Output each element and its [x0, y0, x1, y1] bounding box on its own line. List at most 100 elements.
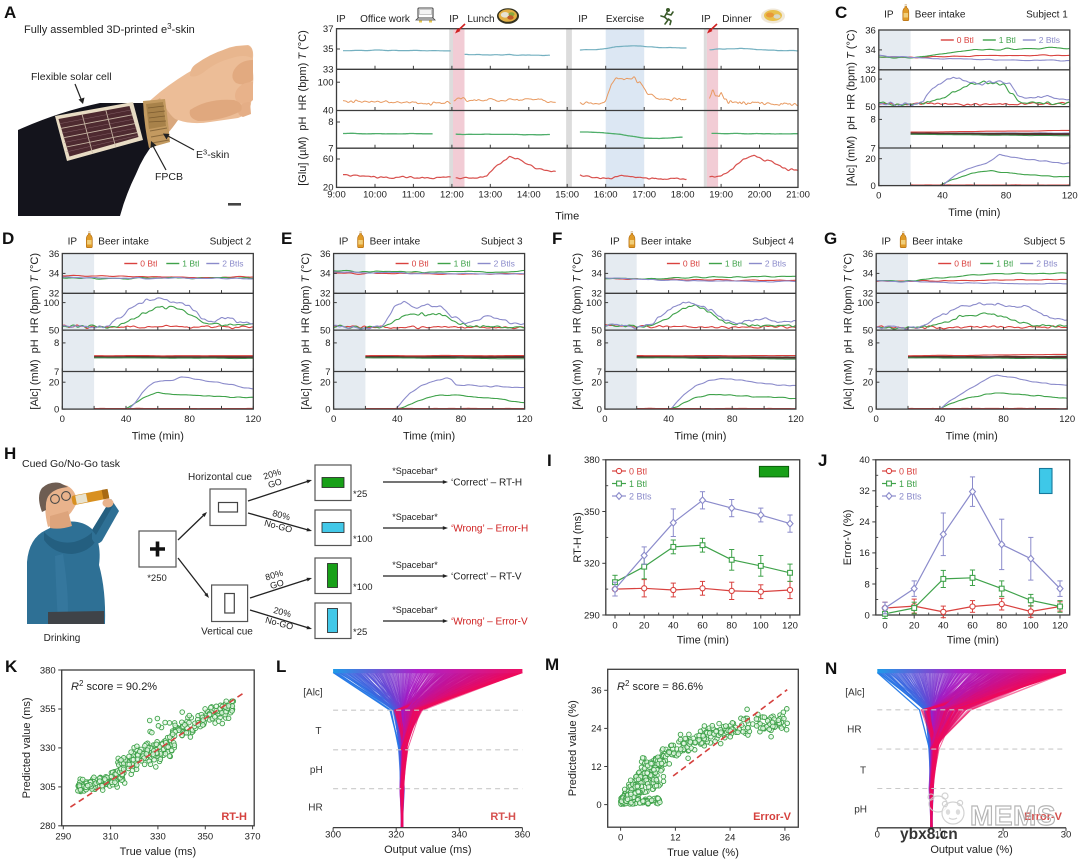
- svg-text:17:00: 17:00: [632, 190, 656, 201]
- svg-text:50: 50: [865, 102, 876, 113]
- svg-text:Beer intake: Beer intake: [370, 237, 421, 248]
- svg-text:380: 380: [40, 665, 56, 676]
- svg-text:36: 36: [591, 249, 602, 260]
- svg-text:Lunch: Lunch: [467, 14, 494, 25]
- svg-text:Time (min): Time (min): [946, 431, 998, 443]
- svg-text:0: 0: [875, 829, 880, 840]
- svg-text:M: M: [545, 655, 559, 674]
- svg-text:*25: *25: [353, 489, 367, 500]
- svg-text:IP: IP: [884, 10, 894, 21]
- svg-text:7: 7: [871, 143, 876, 154]
- svg-text:Time: Time: [555, 211, 579, 223]
- svg-text:G: G: [824, 229, 837, 248]
- svg-text:14:00: 14:00: [517, 190, 541, 201]
- svg-text:15:00: 15:00: [555, 190, 579, 201]
- svg-text:Time (min): Time (min): [674, 431, 726, 443]
- svg-text:1 Btl: 1 Btl: [629, 479, 647, 489]
- svg-text:40: 40: [663, 414, 674, 425]
- svg-text:120: 120: [1059, 414, 1075, 425]
- svg-text:24: 24: [725, 833, 736, 844]
- svg-text:120: 120: [1062, 191, 1078, 202]
- svg-text:J: J: [818, 451, 827, 470]
- svg-text:19:00: 19:00: [709, 190, 733, 201]
- svg-text:Subject 5: Subject 5: [1023, 237, 1065, 248]
- svg-text:36: 36: [320, 249, 331, 260]
- svg-text:0: 0: [882, 621, 887, 632]
- svg-text:IP: IP: [578, 14, 588, 25]
- svg-text:1 Btl: 1 Btl: [899, 479, 917, 489]
- svg-text:N: N: [825, 659, 837, 678]
- svg-text:*100: *100: [353, 582, 373, 593]
- svg-text:120: 120: [788, 414, 804, 425]
- svg-text:Beer intake: Beer intake: [641, 237, 692, 248]
- svg-text:80: 80: [726, 621, 737, 632]
- svg-text:0: 0: [60, 414, 65, 425]
- svg-text:*Spacebar*: *Spacebar*: [392, 560, 438, 570]
- svg-text:2 Btls: 2 Btls: [765, 259, 786, 269]
- svg-text:80: 80: [184, 414, 195, 425]
- svg-text:20: 20: [639, 621, 650, 632]
- svg-text:Error-V (%): Error-V (%): [842, 510, 854, 566]
- svg-text:34: 34: [591, 269, 602, 280]
- svg-text:305: 305: [40, 782, 56, 793]
- svg-text:380: 380: [584, 455, 600, 466]
- svg-text:[Alc] (mM) pH HR (bpm) T (°C: [Alc] (mM) pH HR (bpm) T (°C): [843, 253, 855, 410]
- svg-text:34: 34: [49, 269, 60, 280]
- svg-text:F: F: [552, 229, 562, 248]
- svg-text:320: 320: [584, 559, 600, 570]
- svg-text:Drinking: Drinking: [44, 633, 81, 644]
- svg-text:Beer intake: Beer intake: [98, 237, 149, 248]
- svg-text:7: 7: [597, 367, 602, 378]
- svg-text:2 Btls: 2 Btls: [494, 259, 515, 269]
- svg-text:L: L: [276, 657, 286, 676]
- svg-text:2 Btls: 2 Btls: [1039, 35, 1060, 45]
- svg-text:0 Btl: 0 Btl: [954, 259, 971, 269]
- svg-text:8: 8: [865, 579, 870, 590]
- svg-text:E: E: [281, 229, 292, 248]
- svg-text:8: 8: [868, 338, 873, 349]
- svg-text:80: 80: [1001, 191, 1012, 202]
- svg-text:‘Correct’ – RT-H: ‘Correct’ – RT-H: [451, 478, 522, 489]
- svg-text:36: 36: [591, 686, 602, 697]
- svg-text:0: 0: [868, 404, 873, 415]
- svg-text:A: A: [4, 3, 16, 22]
- svg-text:80: 80: [456, 414, 467, 425]
- svg-text:7: 7: [325, 367, 330, 378]
- svg-text:330: 330: [150, 831, 166, 842]
- svg-text:IP: IP: [68, 237, 78, 248]
- svg-text:Horizontal cue: Horizontal cue: [188, 472, 252, 483]
- svg-text:290: 290: [584, 610, 600, 621]
- svg-text:*Spacebar*: *Spacebar*: [392, 605, 438, 615]
- svg-text:20:00: 20:00: [748, 190, 772, 201]
- svg-text:40: 40: [668, 621, 679, 632]
- svg-text:100: 100: [318, 77, 334, 88]
- svg-text:0: 0: [54, 404, 59, 415]
- svg-text:36: 36: [780, 833, 791, 844]
- svg-text:0: 0: [865, 610, 870, 621]
- svg-text:100: 100: [586, 298, 602, 309]
- svg-text:11:00: 11:00: [402, 190, 425, 201]
- svg-text:20: 20: [998, 829, 1009, 840]
- svg-text:Output value (ms): Output value (ms): [384, 844, 471, 856]
- svg-text:Office work: Office work: [360, 14, 411, 25]
- svg-text:32: 32: [863, 289, 874, 300]
- svg-text:D: D: [2, 229, 14, 248]
- svg-text:I: I: [547, 451, 552, 470]
- svg-text:Beer intake: Beer intake: [915, 10, 966, 21]
- svg-text:32: 32: [591, 289, 602, 300]
- svg-text:[Glu] (µM) pH HR (bpm) T (°C: [Glu] (µM) pH HR (bpm) T (°C): [297, 30, 309, 186]
- svg-text:34: 34: [320, 269, 331, 280]
- svg-text:10: 10: [935, 829, 946, 840]
- svg-text:20: 20: [591, 378, 602, 389]
- svg-text:8: 8: [325, 338, 330, 349]
- svg-text:1 Btl: 1 Btl: [182, 259, 199, 269]
- svg-text:310: 310: [103, 831, 119, 842]
- svg-text:80%GO: 80%GO: [264, 568, 287, 592]
- svg-text:IP: IP: [449, 14, 459, 25]
- svg-text:0 Btl: 0 Btl: [140, 259, 157, 269]
- svg-text:0 Btl: 0 Btl: [412, 259, 429, 269]
- svg-text:36: 36: [863, 249, 874, 260]
- svg-text:60: 60: [697, 621, 708, 632]
- svg-text:12: 12: [670, 833, 681, 844]
- svg-text:32: 32: [859, 486, 870, 497]
